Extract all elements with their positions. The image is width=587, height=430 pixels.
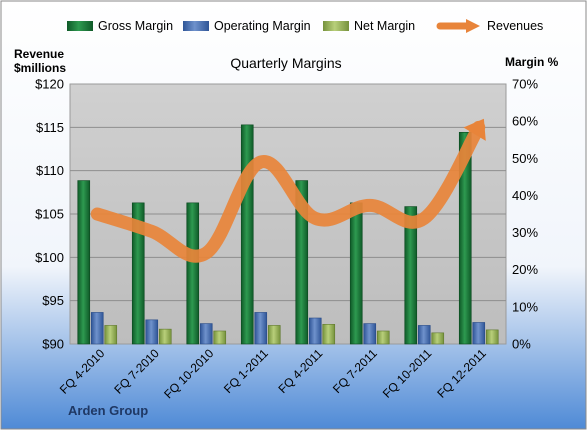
legend-swatch-operating-margin xyxy=(183,21,209,31)
legend-arrowhead-revenues xyxy=(466,19,480,33)
legend: Gross Margin Operating Margin Net Margin… xyxy=(67,19,543,33)
bar-gross-margin xyxy=(186,202,200,345)
bar-gross-margin xyxy=(404,206,418,345)
left-axis-title-line1: Revenue xyxy=(14,47,64,61)
legend-swatch-net-margin xyxy=(323,21,349,31)
right-tick-label: 50% xyxy=(512,151,538,166)
right-axis-ticks: 0% 10% 20% 30% 40% 50% 60% 70% xyxy=(512,77,538,352)
right-tick-label: 20% xyxy=(512,262,538,277)
bar-operating-margin xyxy=(199,323,213,345)
bar-gross-margin xyxy=(349,202,363,345)
bars xyxy=(77,124,499,345)
bar-operating-margin xyxy=(308,317,322,345)
bar-gross-margin xyxy=(295,180,309,345)
bar-net-margin xyxy=(376,330,390,345)
right-tick-label: 0% xyxy=(512,337,531,352)
bar-net-margin xyxy=(213,330,227,345)
right-tick-label: 40% xyxy=(512,188,538,203)
bar-operating-margin xyxy=(90,312,104,345)
bar-operating-margin xyxy=(472,322,486,345)
bar-net-margin xyxy=(267,325,281,345)
legend-item-revenues: Revenues xyxy=(436,19,543,33)
left-tick-label: $110 xyxy=(36,163,64,178)
legend-swatch-gross-margin xyxy=(67,21,93,31)
legend-label-revenues: Revenues xyxy=(487,19,543,33)
chart-title: Quarterly Margins xyxy=(230,55,341,71)
bar-operating-margin xyxy=(417,325,431,345)
revenue-line xyxy=(90,118,486,263)
bar-operating-margin xyxy=(254,312,268,345)
bar-operating-margin xyxy=(145,319,159,345)
bar-net-margin xyxy=(485,329,499,345)
right-tick-label: 30% xyxy=(512,225,538,240)
revenue-arrowhead xyxy=(463,118,486,141)
legend-label-net-margin: Net Margin xyxy=(354,19,415,33)
left-tick-label: $105 xyxy=(35,207,64,222)
right-tick-label: 70% xyxy=(512,77,538,92)
legend-label-operating-margin: Operating Margin xyxy=(214,19,311,33)
left-tick-label: $100 xyxy=(35,250,64,265)
bar-operating-margin xyxy=(363,323,377,345)
right-tick-label: 10% xyxy=(512,299,538,314)
bar-net-margin xyxy=(431,332,445,345)
left-tick-label: $95 xyxy=(42,293,64,308)
company-label: Arden Group xyxy=(68,403,148,418)
legend-label-gross-margin: Gross Margin xyxy=(98,19,173,33)
revenue-series-line xyxy=(90,120,486,263)
bar-gross-margin xyxy=(458,131,472,345)
legend-item-net-margin: Net Margin xyxy=(323,19,415,33)
right-axis-title: Margin % xyxy=(505,55,559,69)
left-axis-ticks: $90 $95 $100 $105 $110 $115 $120 xyxy=(35,77,64,352)
bar-gross-margin xyxy=(77,180,91,345)
bar-net-margin xyxy=(322,324,336,345)
left-tick-label: $120 xyxy=(35,77,64,92)
right-tick-label: 60% xyxy=(512,114,538,129)
bar-gross-margin xyxy=(131,202,145,345)
bar-gross-margin xyxy=(240,124,254,345)
bar-net-margin xyxy=(104,325,118,345)
bar-net-margin xyxy=(158,328,172,345)
left-tick-label: $115 xyxy=(36,120,64,135)
left-axis-title-line2: $millions xyxy=(14,61,66,75)
legend-item-operating-margin: Operating Margin xyxy=(183,19,311,33)
legend-item-gross-margin: Gross Margin xyxy=(67,19,173,33)
left-tick-label: $90 xyxy=(42,337,64,352)
